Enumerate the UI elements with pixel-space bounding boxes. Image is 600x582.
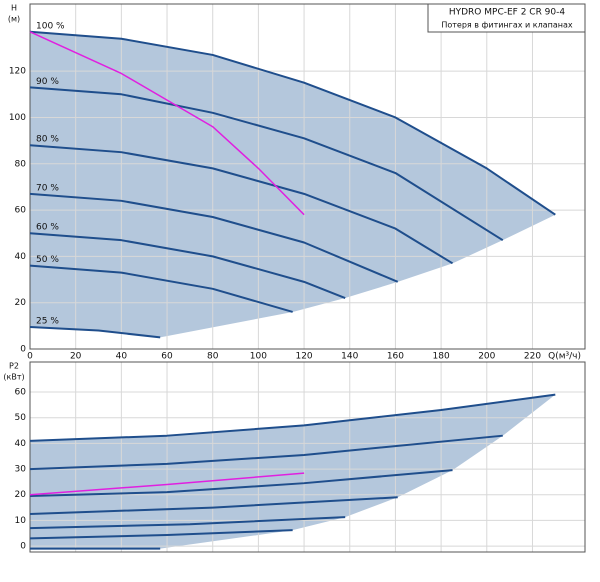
system-curve — [29, 31, 305, 216]
speed-curve — [29, 30, 556, 216]
x-tick-label: 220 — [524, 352, 541, 362]
x-tick-label: 0 — [27, 352, 33, 362]
x-tick-label: 60 — [161, 352, 173, 362]
curve-label: 80 % — [36, 135, 59, 145]
chart-title: HYDRO MPC-EF 2 CR 90-4 — [449, 8, 566, 18]
y-tick-label: 0 — [20, 542, 26, 552]
y-tick-label: 40 — [15, 439, 27, 449]
curve-label: 60 % — [36, 223, 59, 233]
x-axis-label: Q(м³/ч) — [548, 352, 581, 362]
system-curve — [29, 472, 305, 496]
speed-curve — [29, 529, 293, 540]
curve-label: 50 % — [36, 255, 59, 265]
x-tick-label: 20 — [70, 352, 82, 362]
y-tick-label: 50 — [15, 413, 27, 423]
y-tick-label: 40 — [15, 252, 27, 262]
y-tick-label: 120 — [9, 67, 26, 77]
speed-curve — [29, 86, 504, 242]
curve-label: 90 % — [36, 77, 59, 87]
speed-curve — [29, 516, 346, 530]
y-tick-label: 20 — [15, 490, 27, 500]
y-axis-label: P2 — [9, 362, 19, 371]
x-tick-label: 40 — [116, 352, 128, 362]
x-tick-label: 120 — [295, 352, 312, 362]
speed-curve — [29, 434, 503, 471]
x-tick-label: 140 — [341, 352, 358, 362]
x-tick-label: 100 — [250, 352, 267, 362]
curve-label: 70 % — [36, 183, 59, 193]
legend-box — [427, 3, 586, 33]
y-tick-label: 60 — [15, 388, 27, 398]
x-tick-label: 200 — [478, 352, 495, 362]
x-tick-label: 160 — [387, 352, 404, 362]
y-axis-label: (кВт) — [3, 373, 24, 382]
speed-curve — [29, 144, 454, 265]
speed-curve — [29, 326, 161, 339]
operating-area — [30, 31, 556, 338]
speed-curve — [29, 496, 398, 515]
chart-subtitle: Потеря в фитингах и клапанах — [441, 21, 573, 30]
speed-curve — [29, 393, 556, 442]
speed-curve — [29, 232, 346, 299]
y-tick-label: 80 — [15, 159, 27, 169]
x-tick-label: 80 — [207, 352, 219, 362]
y-tick-label: 20 — [15, 298, 27, 308]
curve-label: 25 % — [36, 317, 59, 327]
speed-curve — [29, 469, 453, 498]
y-tick-label: 30 — [15, 465, 27, 475]
curve-label: 100 % — [36, 21, 65, 31]
y-axis-label: H — [11, 4, 17, 13]
y-tick-label: 10 — [15, 516, 27, 526]
y-axis-label: (м) — [8, 15, 20, 24]
plot-frame — [29, 361, 586, 553]
speed-curve — [29, 264, 293, 313]
speed-curve — [29, 192, 399, 283]
y-tick-label: 60 — [15, 206, 27, 216]
y-tick-label: 0 — [20, 345, 26, 355]
plot-frame — [29, 3, 586, 350]
x-tick-label: 180 — [433, 352, 450, 362]
y-tick-label: 100 — [9, 113, 26, 123]
